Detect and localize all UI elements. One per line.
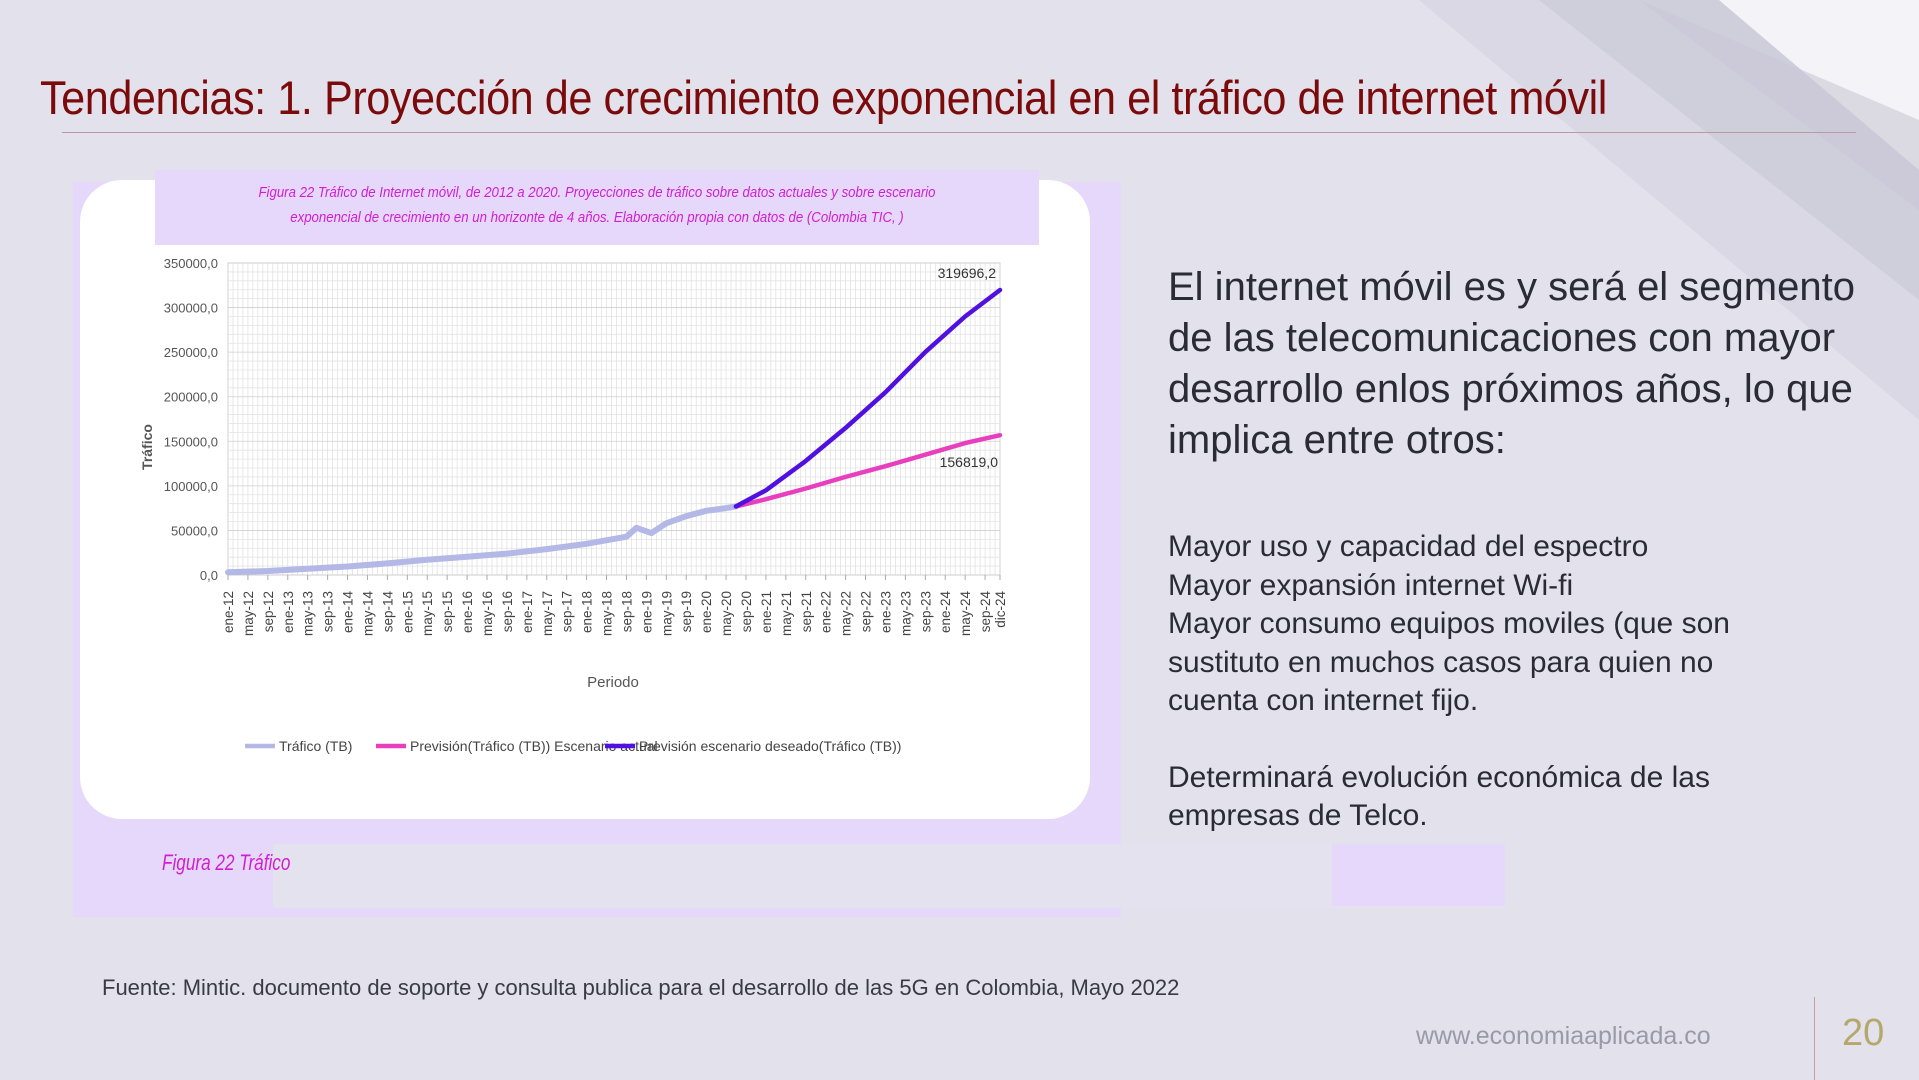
y-tick-label: 250000,0 (164, 345, 218, 360)
chart-series (225, 287, 1003, 576)
x-tick-label: sep-19 (679, 591, 694, 632)
x-tick-label: sep-18 (619, 591, 634, 632)
legend-label: Previsión(Tráfico (TB)) Escenario actual (410, 738, 658, 754)
x-axis-label: Periodo (587, 674, 639, 691)
implication-item: Mayor consumo equipos moviles (que son s… (1168, 607, 1730, 717)
x-tick-label: may-23 (898, 591, 913, 636)
x-tick-label: may-19 (659, 591, 674, 636)
x-tick-label: sep-24 (978, 591, 993, 633)
page-number: 20 (1842, 1012, 1885, 1054)
x-tick-label: sep-17 (560, 591, 575, 632)
x-tick-label: may-24 (958, 591, 973, 637)
title-divider (62, 132, 1856, 133)
caption-box (155, 170, 1039, 245)
chart-grid (227, 262, 1001, 576)
x-tick-label: may-16 (480, 591, 495, 636)
x-tick-label: ene-24 (938, 591, 953, 634)
legend-label: Tráfico (TB) (279, 738, 352, 754)
x-tick-label: ene-12 (221, 591, 236, 633)
x-tick-label: sep-12 (261, 591, 276, 632)
x-tick-label: ene-14 (341, 591, 356, 634)
implication-item: Mayor uso y capacidad del espectro (1168, 530, 1649, 563)
figure-caption: Figura 22 Tráfico de Internet móvil, de … (258, 184, 936, 226)
figure-label-fragment: Figura 22 Tráfico (162, 850, 291, 875)
series-line (733, 287, 1003, 509)
intro-paragraph: El internet móvil es y será el segmento … (1168, 265, 1855, 462)
x-tick-label: sep-20 (739, 591, 754, 632)
x-tick-label: ene-16 (460, 591, 475, 633)
x-tick-label: sep-15 (440, 591, 455, 632)
x-tick-label: ene-21 (759, 591, 774, 633)
x-tick-label: ene-13 (281, 591, 296, 633)
x-tick-label: ene-17 (520, 591, 535, 633)
legend-label: Previsión escenario deseado(Tráfico (TB)… (639, 738, 901, 754)
x-tick-label: may-15 (420, 591, 435, 636)
x-tick-label: sep-14 (380, 591, 395, 633)
decorative-background-shapes (1419, 0, 1919, 420)
x-tick-label: ene-15 (400, 591, 415, 633)
x-tick-label: sep-23 (918, 591, 933, 632)
x-tick-label: ene-18 (580, 591, 595, 633)
chart-legend: Tráfico (TB) Previsión(Tráfico (TB)) Esce… (245, 738, 901, 754)
y-axis-label: Tráfico (139, 424, 155, 470)
implications-list: Mayor uso y capacidad del espectro Mayor… (1168, 528, 1868, 721)
x-tick-label: may-20 (719, 591, 734, 636)
figure-overlay-box (273, 844, 1503, 908)
right-text-panel: El internet móvil es y será el segmento … (1168, 262, 1868, 836)
x-tick-label: ene-19 (639, 591, 654, 633)
footer-divider (1814, 997, 1815, 1080)
y-tick-label: 300000,0 (164, 301, 218, 316)
x-tick-label: may-14 (360, 591, 375, 637)
slide-title: Tendencias: 1. Proyección de crecimiento… (40, 71, 1607, 124)
x-tick-label: may-17 (540, 591, 555, 636)
highlight-rectangle (1332, 844, 1505, 906)
series-line (225, 503, 739, 576)
y-tick-label: 150000,0 (164, 434, 218, 449)
y-tick-label: 50000,0 (171, 523, 218, 538)
plot-area (227, 262, 1001, 576)
x-tick-label: sep-13 (321, 591, 336, 632)
x-tick-label: may-22 (839, 591, 854, 636)
website-footer[interactable]: www.economiaaplicada.co (1416, 1022, 1711, 1050)
x-tick-label: may-21 (779, 591, 794, 636)
traffic-chart: 0,0 50000,0 100000,0 150000,0 200000,0 250000… (139, 256, 1008, 754)
y-tick-label: 100000,0 (164, 479, 218, 494)
chart-annotations: 319696,2 156819,0 (938, 265, 999, 470)
y-tick-label: 350000,0 (164, 256, 218, 271)
conclusion-paragraph: Determinará evolución económica de las e… (1168, 760, 1710, 833)
x-tick-label: sep-21 (799, 591, 814, 632)
y-tick-label: 0,0 (200, 568, 218, 583)
x-tick-label: may-13 (301, 591, 316, 636)
x-tick-label: ene-20 (699, 591, 714, 633)
y-tick-label: 200000,0 (164, 390, 218, 405)
y-axis-ticks: 0,0 50000,0 100000,0 150000,0 200000,0 250000… (164, 256, 218, 583)
x-tick-label: sep-16 (500, 591, 515, 632)
x-tick-label: ene-22 (819, 591, 834, 633)
x-tick-label: may-18 (600, 591, 615, 636)
implication-item: Mayor expansión internet Wi-fi (1168, 568, 1574, 602)
source-note: Fuente: Mintic. documento de soporte y c… (102, 975, 1180, 1000)
x-tick-label: sep-22 (859, 591, 874, 632)
series-line (733, 432, 1003, 509)
x-tick-label: dic-24 (993, 591, 1008, 628)
x-tick-label: ene-23 (878, 591, 893, 633)
x-axis-ticks: ene-12 may-12 sep-12 ene-13 may-13 sep-13 ene-… (221, 575, 1008, 636)
data-label: 156819,0 (940, 454, 999, 470)
x-tick-label: may-12 (241, 591, 256, 636)
data-label: 319696,2 (938, 265, 997, 281)
